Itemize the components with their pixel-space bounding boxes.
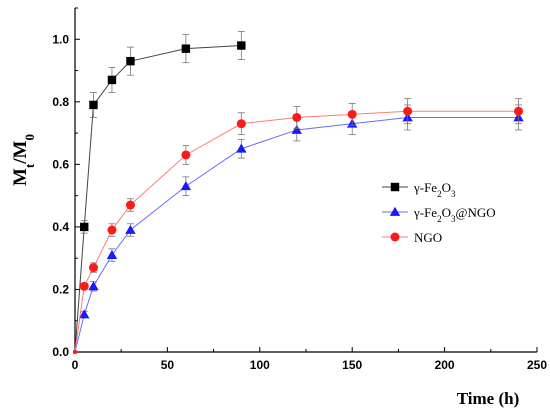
data-point — [73, 350, 77, 354]
data-point — [107, 225, 117, 235]
y-tick-label: 0.2 — [52, 282, 69, 296]
x-axis-title: Time (h) — [457, 389, 520, 408]
legend-marker — [389, 206, 401, 216]
y-axis-title: Mt/M0 — [10, 134, 37, 186]
y-tick-label: 0.8 — [52, 95, 69, 109]
series-0 — [73, 31, 246, 354]
x-tick-label: 150 — [342, 358, 362, 372]
legend-marker — [390, 232, 400, 242]
legend-item-2: NGO — [382, 230, 442, 245]
y-tick-label: 0.0 — [52, 345, 69, 359]
data-point — [403, 106, 413, 116]
y-tick-label: 0.6 — [52, 157, 69, 171]
data-point — [291, 124, 302, 134]
legend-item-1: γ-Fe2O3@NGO — [382, 205, 496, 224]
legend-label: γ-Fe2O3 — [413, 180, 456, 199]
data-point — [79, 309, 90, 319]
legend-marker — [390, 182, 400, 192]
x-tick-label: 250 — [527, 358, 547, 372]
series-layer — [73, 31, 524, 354]
data-point — [125, 224, 136, 234]
legend: γ-Fe2O3 γ-Fe2O3@NGO NGO — [382, 180, 496, 245]
data-point — [106, 249, 118, 259]
data-point — [181, 44, 191, 53]
data-point — [79, 281, 89, 291]
x-tick-label: 100 — [250, 358, 270, 372]
data-point — [347, 109, 357, 119]
series-1 — [73, 104, 524, 354]
data-point — [181, 150, 191, 160]
x-tick-label: 0 — [72, 358, 79, 372]
y-tick-label: 0.4 — [52, 220, 69, 234]
data-point — [107, 75, 117, 85]
data-point — [292, 112, 302, 122]
legend-label: NGO — [414, 230, 442, 245]
data-point — [125, 200, 135, 210]
data-point — [180, 181, 192, 191]
y-tick-label: 1.0 — [52, 32, 69, 46]
data-point — [237, 41, 246, 50]
legend-item-0: γ-Fe2O3 — [382, 180, 456, 199]
data-point — [236, 119, 246, 129]
axes: 0 50 100 150 200 250 0.0 0.2 0.4 0.6 0.8 1.0 — [52, 7, 547, 372]
data-point — [514, 106, 524, 116]
legend-label: γ-Fe2O3@NGO — [413, 205, 496, 224]
data-point — [236, 143, 247, 153]
series-line — [74, 45, 242, 353]
x-tick-label: 50 — [161, 358, 175, 372]
data-point — [126, 56, 135, 66]
data-point — [89, 100, 98, 110]
series-line — [74, 116, 519, 353]
data-point — [88, 281, 99, 291]
data-point — [80, 222, 89, 232]
series-2 — [73, 98, 524, 354]
series-line — [74, 110, 519, 353]
x-tick-label: 200 — [435, 358, 455, 372]
data-point — [88, 263, 98, 273]
